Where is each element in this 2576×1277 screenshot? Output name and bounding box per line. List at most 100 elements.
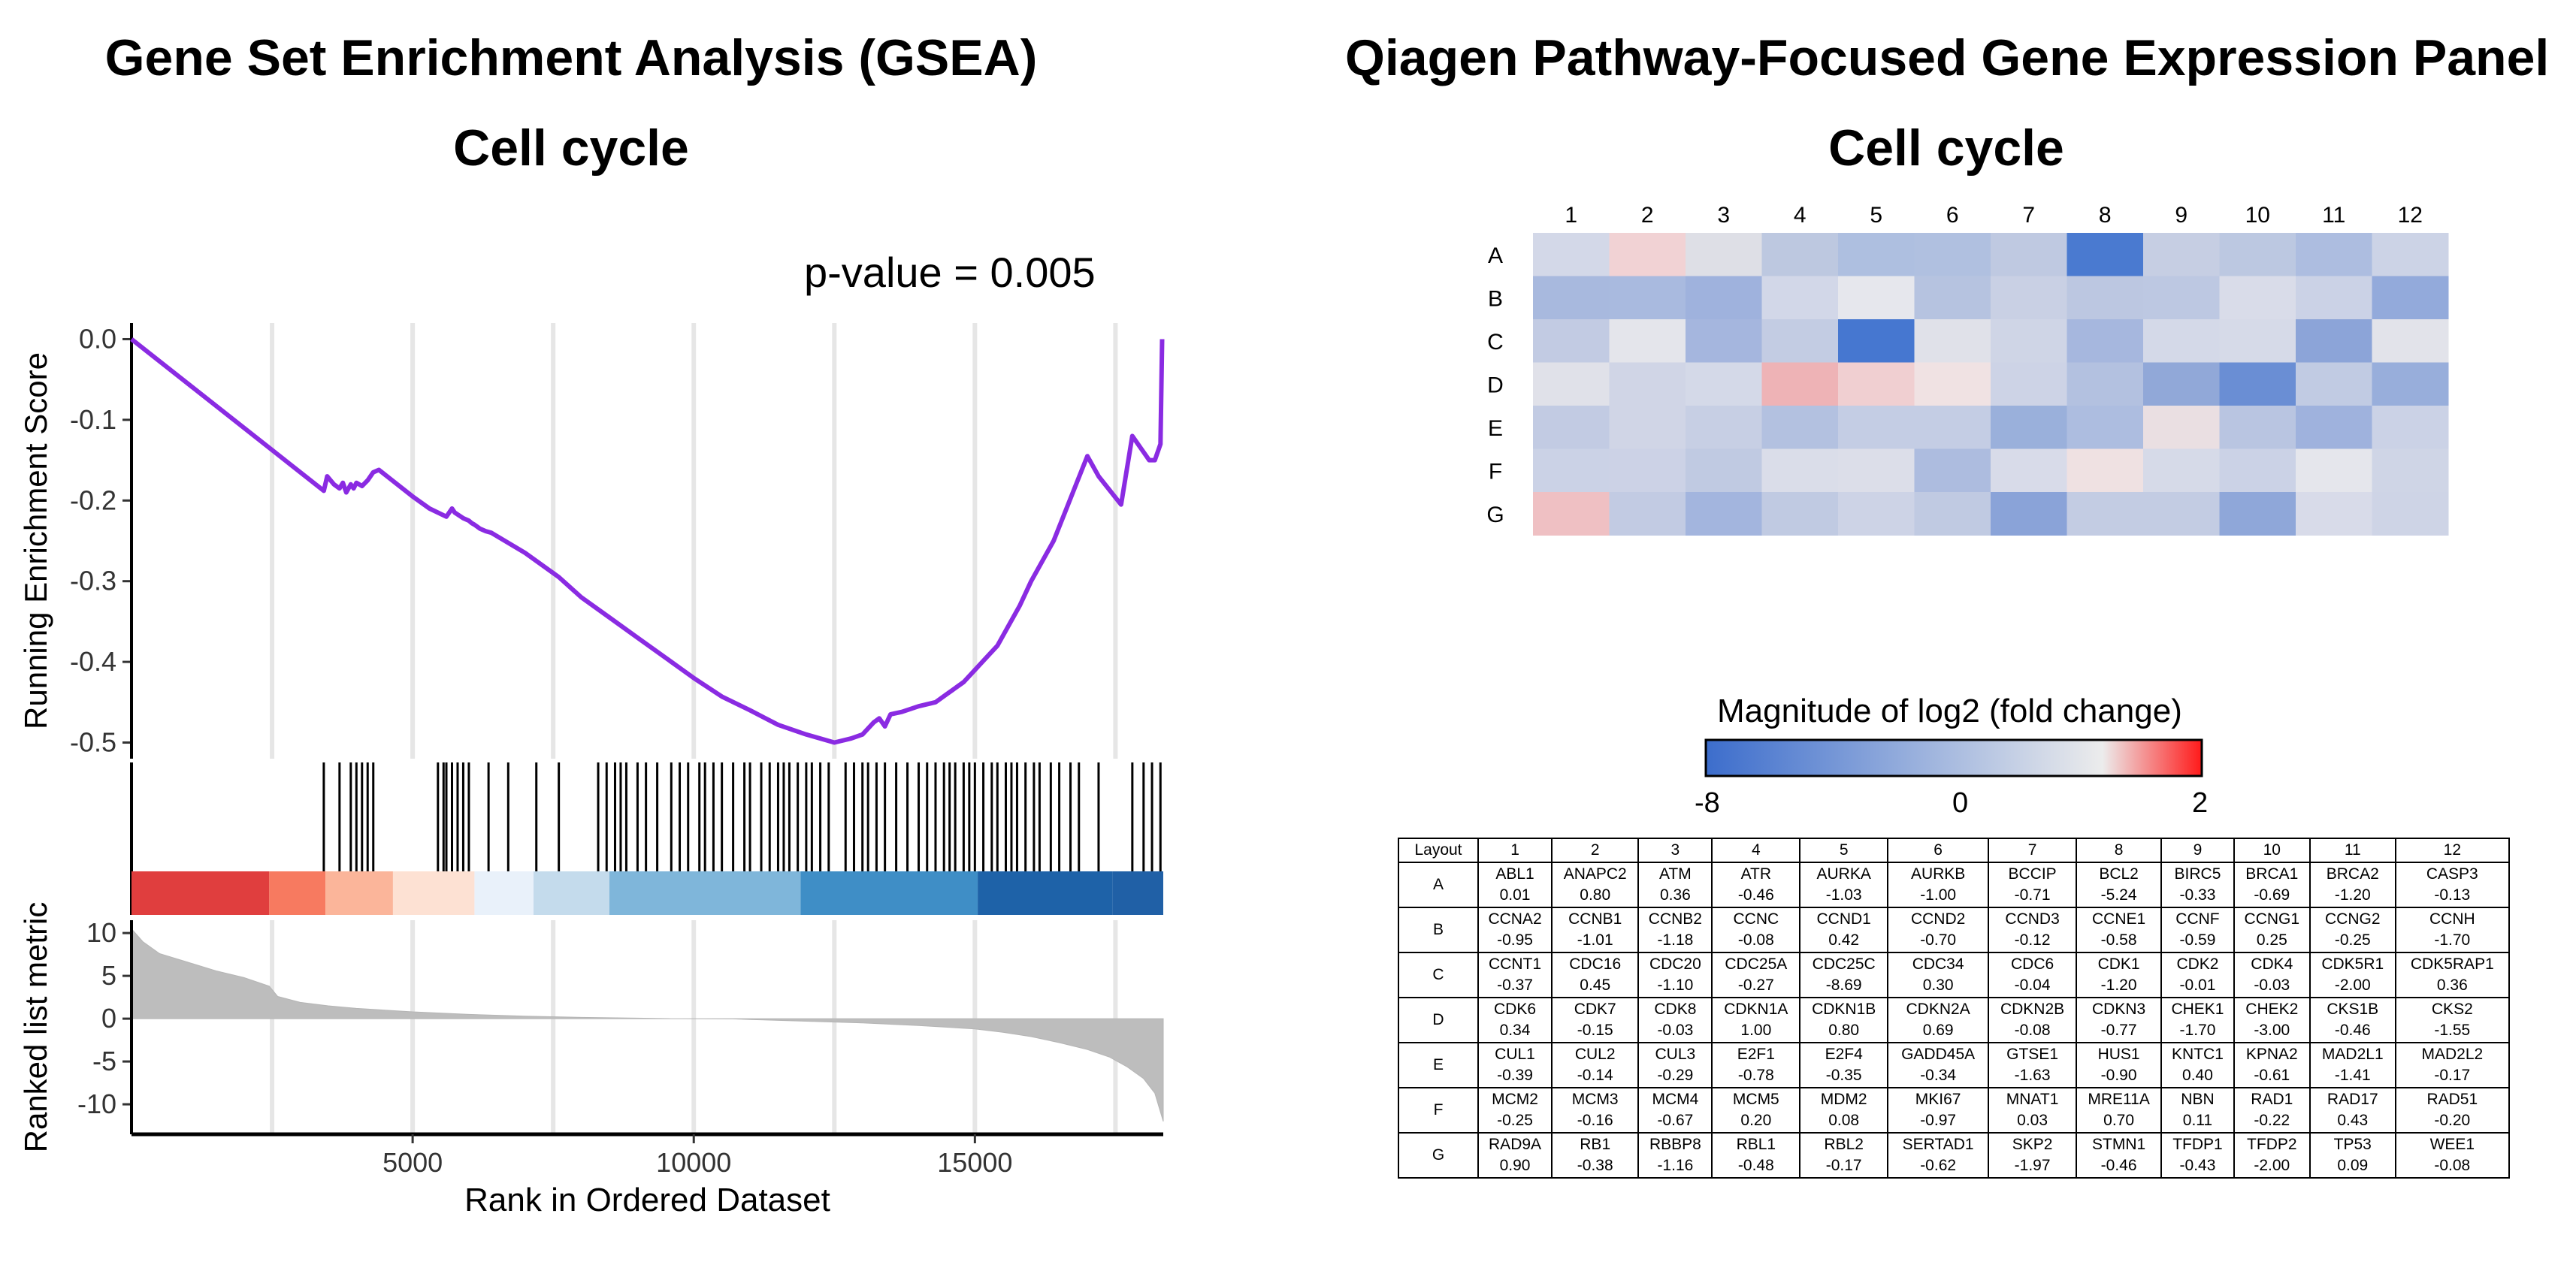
gene-fold-change: 0.80 <box>1580 886 1611 904</box>
heatmap-cell-D3 <box>1686 362 1762 406</box>
gene-fold-change: -0.04 <box>2014 977 2051 994</box>
gene-name: CDKN2B <box>2000 1001 2065 1018</box>
heatmap-cell-E9 <box>2143 406 2220 449</box>
layout-row-header: D <box>1398 997 1479 1043</box>
layout-cell: GTSE1 -1.63 <box>1988 1042 2077 1088</box>
gene-fold-change: -3.00 <box>2254 1022 2290 1039</box>
heatmap-col-label-4: 4 <box>1794 203 1807 228</box>
gene-name: CDK4 <box>2251 955 2293 973</box>
gene-fold-change: -0.77 <box>2100 1022 2137 1039</box>
layout-cell: CDC16 0.45 <box>1551 952 1640 998</box>
gene-fold-change: 0.11 <box>2182 1112 2213 1129</box>
layout-col-header: 2 <box>1551 838 1640 863</box>
heatmap-cell-A4 <box>1761 233 1839 276</box>
gene-name: CCNB1 <box>1568 910 1622 928</box>
heatmap-cell-G5 <box>1838 492 1915 536</box>
gene-name: CCNT1 <box>1489 955 1542 973</box>
layout-col-header: 9 <box>2160 838 2235 863</box>
layout-cell: MNAT1 0.03 <box>1988 1087 2077 1134</box>
gene-name: MCM3 <box>1571 1091 1619 1108</box>
gene-fold-change: -0.78 <box>1737 1067 1774 1084</box>
gene-fold-change: -1.55 <box>2434 1022 2471 1039</box>
heatmap-cell-C2 <box>1609 319 1686 363</box>
layout-cell: E2F4 -0.35 <box>1799 1042 1889 1088</box>
heatmap-cell-C7 <box>1991 319 2067 363</box>
layout-cell: CDKN1B 0.80 <box>1799 997 1889 1043</box>
heatmap-col-label-10: 10 <box>2245 203 2270 228</box>
layout-cell: ABL1 0.01 <box>1477 862 1553 908</box>
layout-cell: CDKN1A 1.00 <box>1711 997 1801 1043</box>
heatmap-cell-C10 <box>2219 319 2296 363</box>
heatmap-cell-A8 <box>2067 233 2144 276</box>
gene-name: CUL2 <box>1574 1046 1616 1063</box>
gene-name: CCND2 <box>1910 910 1966 928</box>
layout-cell: CASP3 -0.13 <box>2394 862 2511 908</box>
heatmap-cell-A9 <box>2143 233 2220 276</box>
heatmap-cell-A5 <box>1838 233 1915 276</box>
metric-ytick-label-1: 5 <box>101 960 116 991</box>
heatmap-cell-B10 <box>2219 276 2296 320</box>
layout-cell: GADD45A -0.34 <box>1887 1042 1990 1088</box>
heatmap-cell-E12 <box>2372 406 2449 449</box>
gene-fold-change: -0.16 <box>1577 1112 1613 1129</box>
gene-fold-change: 0.69 <box>1922 1022 1954 1039</box>
gene-fold-change: 0.01 <box>1499 886 1531 904</box>
layout-cell: WEE1 -0.08 <box>2394 1132 2511 1179</box>
gene-name: CDC25A <box>1725 955 1788 973</box>
layout-cell: SKP2 -1.97 <box>1988 1132 2077 1179</box>
gene-name: TFDP1 <box>2172 1136 2223 1153</box>
metric-xtick-label-2: 15000 <box>937 1147 1012 1178</box>
heatmap-row-label-C: C <box>1487 330 1504 355</box>
gene-name: CDK6 <box>1494 1001 1537 1018</box>
gene-name: MAD2L1 <box>2321 1046 2384 1063</box>
gene-name: RB1 <box>1580 1136 1611 1153</box>
gene-name: MKI67 <box>1915 1091 1961 1108</box>
gene-name: ATM <box>1658 865 1692 883</box>
heatmap-cell-C9 <box>2143 319 2220 363</box>
layout-cell: MDM2 0.08 <box>1799 1087 1889 1134</box>
rank-color-band-2 <box>325 871 393 915</box>
heatmap-cell-D11 <box>2296 362 2372 406</box>
gene-fold-change: -0.90 <box>2100 1067 2137 1084</box>
heatmap-cell-D8 <box>2067 362 2144 406</box>
gene-name: CKS2 <box>2431 1001 2473 1018</box>
heatmap-cell-B4 <box>1761 276 1839 320</box>
layout-cell: RBL2 -0.17 <box>1799 1132 1889 1179</box>
gene-fold-change: -2.00 <box>2334 977 2371 994</box>
layout-col-header: 1 <box>1477 838 1553 863</box>
es-y-label: Running Enrichment Score <box>18 352 53 729</box>
heatmap-col-label-2: 2 <box>1641 203 1654 228</box>
rank-color-band-8 <box>978 871 1113 915</box>
gene-name: CDK1 <box>2097 955 2140 973</box>
gene-fold-change: -0.13 <box>2434 886 2471 904</box>
heatmap-cell-F5 <box>1838 448 1915 493</box>
layout-cell: ATR -0.46 <box>1711 862 1801 908</box>
gene-name: SERTAD1 <box>1902 1136 1974 1153</box>
heatmap-cell-G7 <box>1991 492 2067 536</box>
heatmap-cell-C3 <box>1686 319 1762 363</box>
enrichment-score-panel: 0.0 -0.1 -0.2 -0.3 -0.4 -0.5 Running Enrichmen… <box>18 323 1165 759</box>
gene-name: KNTC1 <box>2172 1046 2224 1063</box>
gene-name: CCNF <box>2175 910 2220 928</box>
heatmap-cell-B5 <box>1838 276 1915 320</box>
gene-fold-change: 0.09 <box>2337 1157 2369 1174</box>
heatmap-cell-E2 <box>1609 406 1686 449</box>
layout-cell: RBBP8 -1.16 <box>1637 1132 1713 1179</box>
gene-name: STMN1 <box>2092 1136 2146 1153</box>
gene-fold-change: -2.00 <box>2254 1157 2290 1174</box>
layout-cell: BRCA1 -0.69 <box>2233 862 2311 908</box>
gene-fold-change: -1.41 <box>2334 1067 2371 1084</box>
gene-fold-change: -1.03 <box>1825 886 1862 904</box>
gene-fold-change: -0.46 <box>2100 1157 2137 1174</box>
gene-fold-change: -0.34 <box>1920 1067 1957 1084</box>
heatmap-cell-A7 <box>1991 233 2067 276</box>
layout-cell: CUL3 -0.29 <box>1637 1042 1713 1088</box>
gene-name: MCM2 <box>1492 1091 1538 1108</box>
layout-cell: ANAPC2 0.80 <box>1551 862 1640 908</box>
layout-row-header: C <box>1398 952 1479 998</box>
gene-fold-change: -0.97 <box>1920 1112 1957 1129</box>
gene-name: BRCA2 <box>2326 865 2379 883</box>
layout-row: E CUL1 -0.39 CUL2 -0.14 CUL3 -0.29 E2F1 -0.78 E2F… <box>1398 1042 2511 1088</box>
color-legend <box>1704 738 2203 777</box>
es-ytick-label-4: -0.4 <box>70 646 116 677</box>
